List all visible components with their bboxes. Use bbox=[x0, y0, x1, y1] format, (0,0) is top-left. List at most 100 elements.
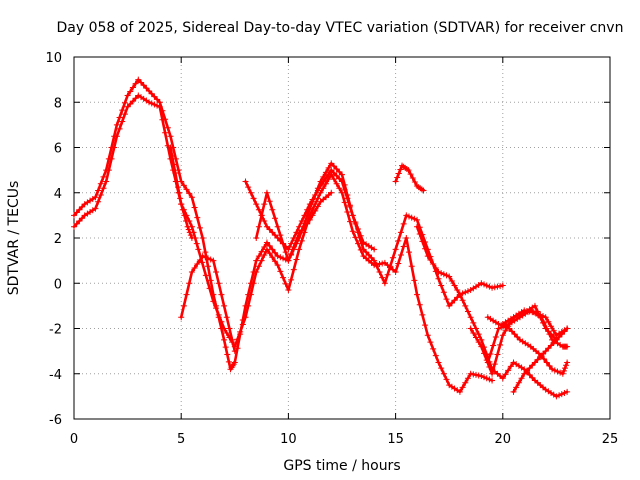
data-point bbox=[484, 359, 491, 366]
data-point-interp bbox=[255, 206, 262, 213]
data-point-interp bbox=[556, 392, 563, 399]
data-point-interp bbox=[280, 240, 287, 247]
data-point-interp bbox=[309, 196, 316, 203]
data-point bbox=[178, 314, 185, 321]
data-point bbox=[306, 216, 313, 223]
data-point-interp bbox=[225, 358, 232, 365]
data-point-interp bbox=[215, 311, 222, 318]
data-point-interp bbox=[529, 374, 536, 381]
data-point-interp bbox=[430, 345, 437, 352]
data-point bbox=[296, 246, 303, 253]
data-point-interp bbox=[548, 323, 555, 330]
data-point-interp bbox=[558, 391, 565, 398]
data-point-interp bbox=[119, 107, 126, 114]
data-point bbox=[499, 332, 506, 339]
data-point-interp bbox=[247, 291, 254, 298]
data-point-interp bbox=[280, 255, 287, 262]
data-point-interp bbox=[492, 333, 499, 340]
data-point-interp bbox=[320, 179, 327, 186]
data-point-interp bbox=[312, 192, 319, 199]
data-point bbox=[349, 228, 356, 235]
data-point-interp bbox=[261, 201, 268, 208]
data-point-interp bbox=[272, 232, 278, 239]
data-point-interp bbox=[430, 261, 437, 268]
data-point-interp bbox=[508, 328, 515, 335]
data-point-interp bbox=[116, 125, 123, 132]
data-point bbox=[405, 167, 412, 174]
data-point-interp bbox=[191, 264, 198, 271]
data-point bbox=[489, 370, 496, 377]
data-point bbox=[328, 167, 335, 174]
series-layer bbox=[71, 76, 571, 400]
data-point-interp bbox=[513, 313, 520, 320]
data-point-interp bbox=[148, 100, 155, 107]
data-point-interp bbox=[151, 93, 158, 100]
data-point-interp bbox=[333, 180, 340, 187]
data-point bbox=[274, 262, 281, 269]
data-point bbox=[210, 298, 217, 305]
data-point-interp bbox=[223, 330, 230, 337]
data-point-interp bbox=[422, 245, 429, 252]
data-point bbox=[71, 223, 77, 230]
data-point bbox=[306, 201, 313, 208]
data-point-interp bbox=[523, 367, 530, 374]
data-point-interp bbox=[551, 367, 558, 374]
data-point bbox=[414, 223, 421, 230]
data-point-interp bbox=[397, 166, 404, 173]
data-point-interp bbox=[325, 171, 332, 178]
data-point-interp bbox=[481, 350, 488, 357]
data-point-interp bbox=[448, 300, 455, 307]
data-point-interp bbox=[333, 165, 340, 172]
data-point-interp bbox=[406, 213, 412, 220]
data-point-interp bbox=[443, 296, 450, 303]
data-point-interp bbox=[218, 318, 225, 325]
data-point bbox=[113, 121, 120, 128]
data-point-interp bbox=[277, 232, 284, 239]
data-point-interp bbox=[537, 314, 544, 321]
data-point-interp bbox=[205, 263, 211, 270]
data-point-interp bbox=[269, 229, 276, 236]
data-point-interp bbox=[483, 375, 490, 382]
data-point-interp bbox=[255, 253, 262, 260]
data-point-interp bbox=[172, 169, 179, 176]
data-point-interp bbox=[79, 215, 86, 222]
data-point bbox=[296, 223, 303, 230]
data-point-interp bbox=[193, 240, 200, 247]
data-point-interp bbox=[514, 333, 521, 340]
data-point bbox=[564, 359, 571, 366]
data-point-interp bbox=[470, 330, 477, 337]
data-point-interp bbox=[400, 243, 407, 250]
data-point-interp bbox=[511, 331, 518, 338]
data-point-interp bbox=[473, 371, 479, 378]
y-axis-label: SDTVAR / TECUs bbox=[6, 181, 22, 296]
data-point-interp bbox=[333, 172, 340, 179]
data-point-interp bbox=[234, 336, 241, 343]
data-point-interp bbox=[314, 203, 321, 210]
data-point-interp bbox=[355, 240, 362, 247]
data-point-interp bbox=[473, 325, 479, 332]
data-point-interp bbox=[183, 291, 190, 298]
series-track-2 bbox=[71, 92, 496, 395]
data-point-interp bbox=[408, 263, 415, 270]
data-point-interp bbox=[470, 319, 477, 326]
data-point-interp bbox=[454, 287, 461, 294]
data-point-interp bbox=[215, 280, 222, 287]
data-point bbox=[549, 366, 556, 373]
data-point bbox=[446, 302, 453, 309]
data-point-interp bbox=[534, 308, 541, 315]
data-point-interp bbox=[202, 272, 209, 279]
data-point-interp bbox=[355, 225, 362, 232]
data-point-interp bbox=[556, 333, 563, 340]
data-point-interp bbox=[464, 308, 471, 315]
data-point bbox=[263, 246, 270, 253]
data-point-interp bbox=[73, 220, 80, 227]
data-point-interp bbox=[127, 100, 134, 107]
data-point-interp bbox=[379, 274, 386, 281]
data-point-interp bbox=[304, 206, 311, 213]
data-point-interp bbox=[282, 249, 289, 256]
data-point bbox=[221, 336, 228, 343]
data-point bbox=[414, 216, 421, 223]
data-point bbox=[403, 212, 410, 219]
data-point-interp bbox=[462, 302, 469, 309]
data-point-interp bbox=[148, 90, 155, 97]
